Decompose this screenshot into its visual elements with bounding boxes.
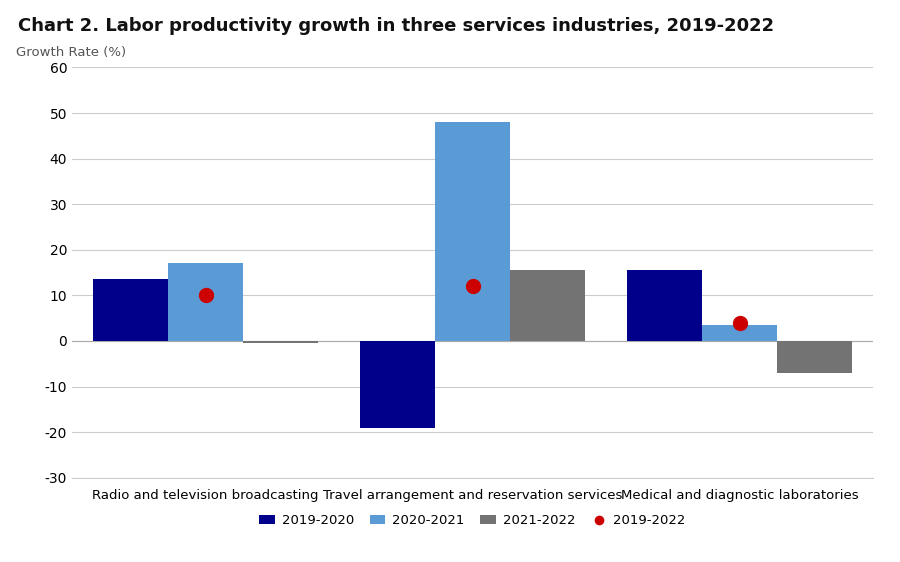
Bar [777,341,851,373]
Bar [360,341,435,428]
Bar [510,270,585,341]
Text: Growth Rate (%): Growth Rate (%) [16,46,126,59]
Bar [702,325,777,341]
2019-2022 [733,318,747,327]
Bar [94,279,168,341]
Bar [243,341,318,343]
Text: Chart 2. Labor productivity growth in three services industries, 2019-2022: Chart 2. Labor productivity growth in th… [18,17,774,35]
Bar [168,264,243,341]
Legend: 2019-2020, 2020-2021, 2021-2022, 2019-2022: 2019-2020, 2020-2021, 2021-2022, 2019-20… [254,509,691,533]
2019-2022 [198,291,212,300]
Bar [435,122,510,341]
Bar [627,270,702,341]
2019-2022 [465,282,480,291]
